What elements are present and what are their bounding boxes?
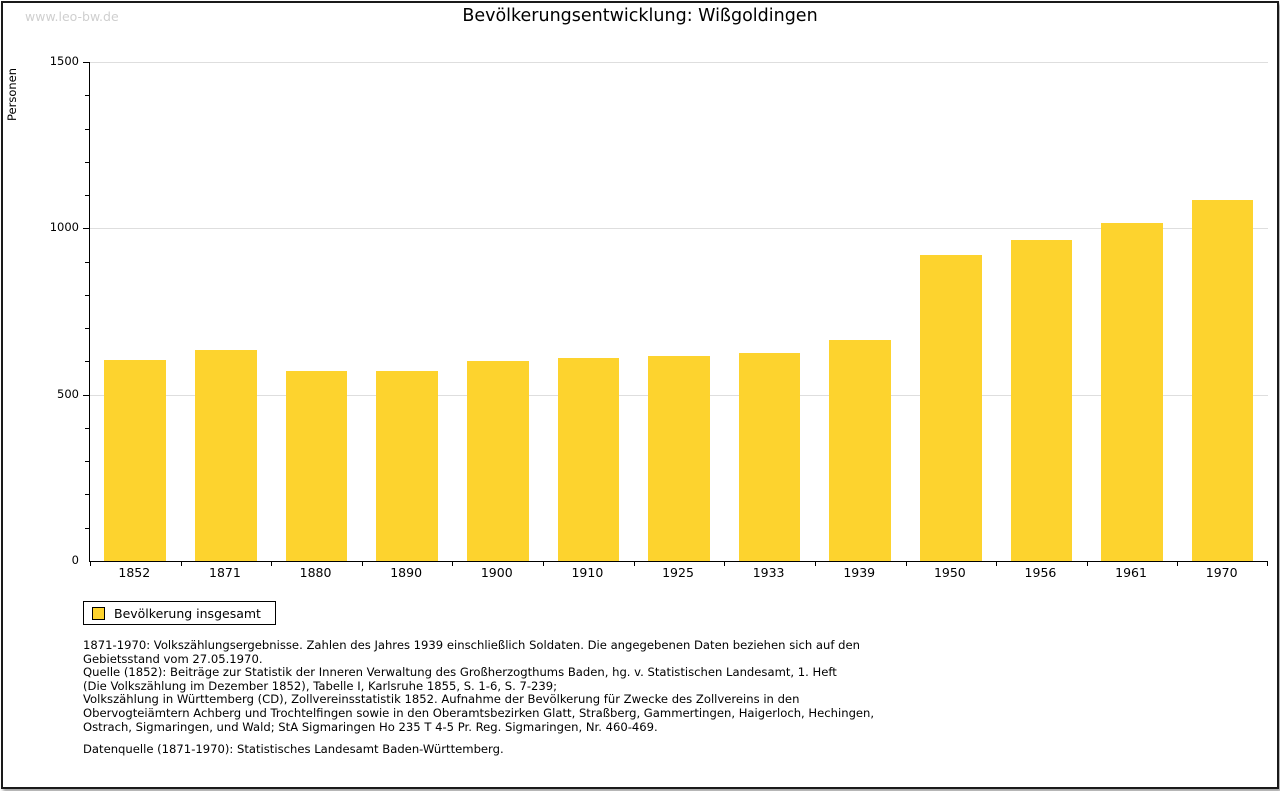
x-boundary-tick [633, 561, 635, 566]
x-boundary-tick [452, 561, 454, 566]
y-minor-tick [85, 328, 90, 330]
legend-label: Bevölkerung insgesamt [114, 605, 261, 621]
legend: Bevölkerung insgesamt [83, 601, 276, 625]
bar-1961 [1101, 223, 1163, 561]
bar-1852 [104, 359, 167, 561]
x-boundary-tick [996, 561, 998, 566]
y-minor-tick [85, 161, 90, 163]
x-tick-label-1880: 1880 [299, 565, 332, 580]
x-boundary-tick [180, 561, 182, 566]
bar-1933 [738, 353, 801, 561]
x-tick-label-1890: 1890 [390, 565, 423, 580]
x-tick-label-1961: 1961 [1115, 565, 1147, 580]
y-axis-labels: 0 500 1000 1500 [3, 55, 79, 567]
y-minor-tick [85, 261, 90, 263]
bar-1871 [195, 349, 257, 561]
x-boundary-tick [724, 561, 726, 566]
chart-title: Bevölkerungsentwicklung: Wißgoldingen [462, 6, 818, 26]
footnote-line-5: Volkszählung in Württemberg (CD), Zollve… [83, 692, 800, 707]
bar-1950 [920, 254, 982, 561]
x-tick-label-1852: 1852 [118, 565, 151, 580]
plot-area [83, 62, 1268, 566]
footnote-line-1: 1871-1970: Volkszählungsergebnisse. Zahl… [83, 638, 860, 652]
x-tick-label-1933: 1933 [752, 565, 785, 580]
y-minor-tick [85, 494, 90, 496]
y-tick-label-1500: 1500 [49, 54, 79, 68]
footnote-line-6: Obervogteiämtern Achberg und Trochtelfin… [83, 705, 875, 720]
footnote-line-4: (Die Volkszählung im Dezember 1852), Tab… [83, 678, 558, 693]
y-minor-tick [85, 195, 90, 197]
y-minor-tick [85, 527, 90, 529]
y-minor-tick [85, 427, 90, 429]
footnotes: 1871-1970: Volkszählungsergebnisse. Zahl… [83, 638, 875, 734]
footnote-line-2: Gebietsstand vom 27.05.1970. [83, 651, 263, 666]
legend-swatch-icon [92, 606, 105, 620]
gridline-1500 [90, 62, 1268, 63]
x-tick-label-1900: 1900 [480, 565, 513, 580]
x-axis-labels: 1852 1871 1880 1890 1900 1910 1925 1933 1939 1950… [89, 565, 1267, 583]
bar-1900 [466, 361, 529, 561]
x-boundary-tick [905, 561, 907, 566]
bar-1925 [648, 356, 710, 561]
x-tick-label-1950: 1950 [933, 565, 966, 580]
x-tick-label-1956: 1956 [1024, 565, 1057, 580]
y-minor-tick [85, 128, 90, 130]
footnote-line-7: Ostrach, Sigmaringen, und Wald; StA Sigm… [83, 719, 658, 734]
datasource-line: Datenquelle (1871-1970): Statistisches L… [83, 742, 504, 756]
x-tick-label-1970: 1970 [1205, 565, 1238, 580]
y-tick-label-0: 0 [71, 553, 79, 567]
gridline-1000 [90, 228, 1268, 230]
y-minor-tick [85, 361, 90, 363]
x-boundary-tick [90, 561, 91, 566]
x-boundary-tick [1177, 561, 1179, 566]
x-tick-label-1939: 1939 [843, 565, 876, 580]
watermark: www.leo-bw.de [25, 9, 119, 24]
bar-1890 [376, 371, 438, 561]
y-major-tick [83, 62, 90, 63]
y-tick-label-500: 500 [57, 386, 79, 401]
y-major-tick [83, 394, 90, 396]
bar-1910 [557, 358, 620, 561]
y-minor-tick [85, 95, 90, 97]
y-tick-label-1000: 1000 [49, 220, 79, 235]
bar-1970 [1191, 200, 1254, 561]
y-minor-tick [85, 461, 90, 463]
x-boundary-tick [271, 561, 273, 566]
bar-1956 [1010, 239, 1073, 561]
x-boundary-tick [361, 561, 363, 566]
x-boundary-tick [1267, 561, 1268, 566]
x-boundary-tick [1086, 561, 1088, 566]
y-major-tick [83, 228, 90, 230]
x-tick-label-1910: 1910 [571, 565, 604, 580]
bar-1939 [829, 339, 892, 561]
x-boundary-tick [543, 561, 545, 566]
y-minor-tick [85, 294, 90, 296]
bar-1880 [285, 371, 348, 561]
x-tick-label-1925: 1925 [662, 565, 694, 580]
footnote-line-3: Quelle (1852): Beiträge zur Statistik de… [83, 665, 837, 680]
x-tick-label-1871: 1871 [209, 565, 241, 580]
x-boundary-tick [814, 561, 816, 566]
